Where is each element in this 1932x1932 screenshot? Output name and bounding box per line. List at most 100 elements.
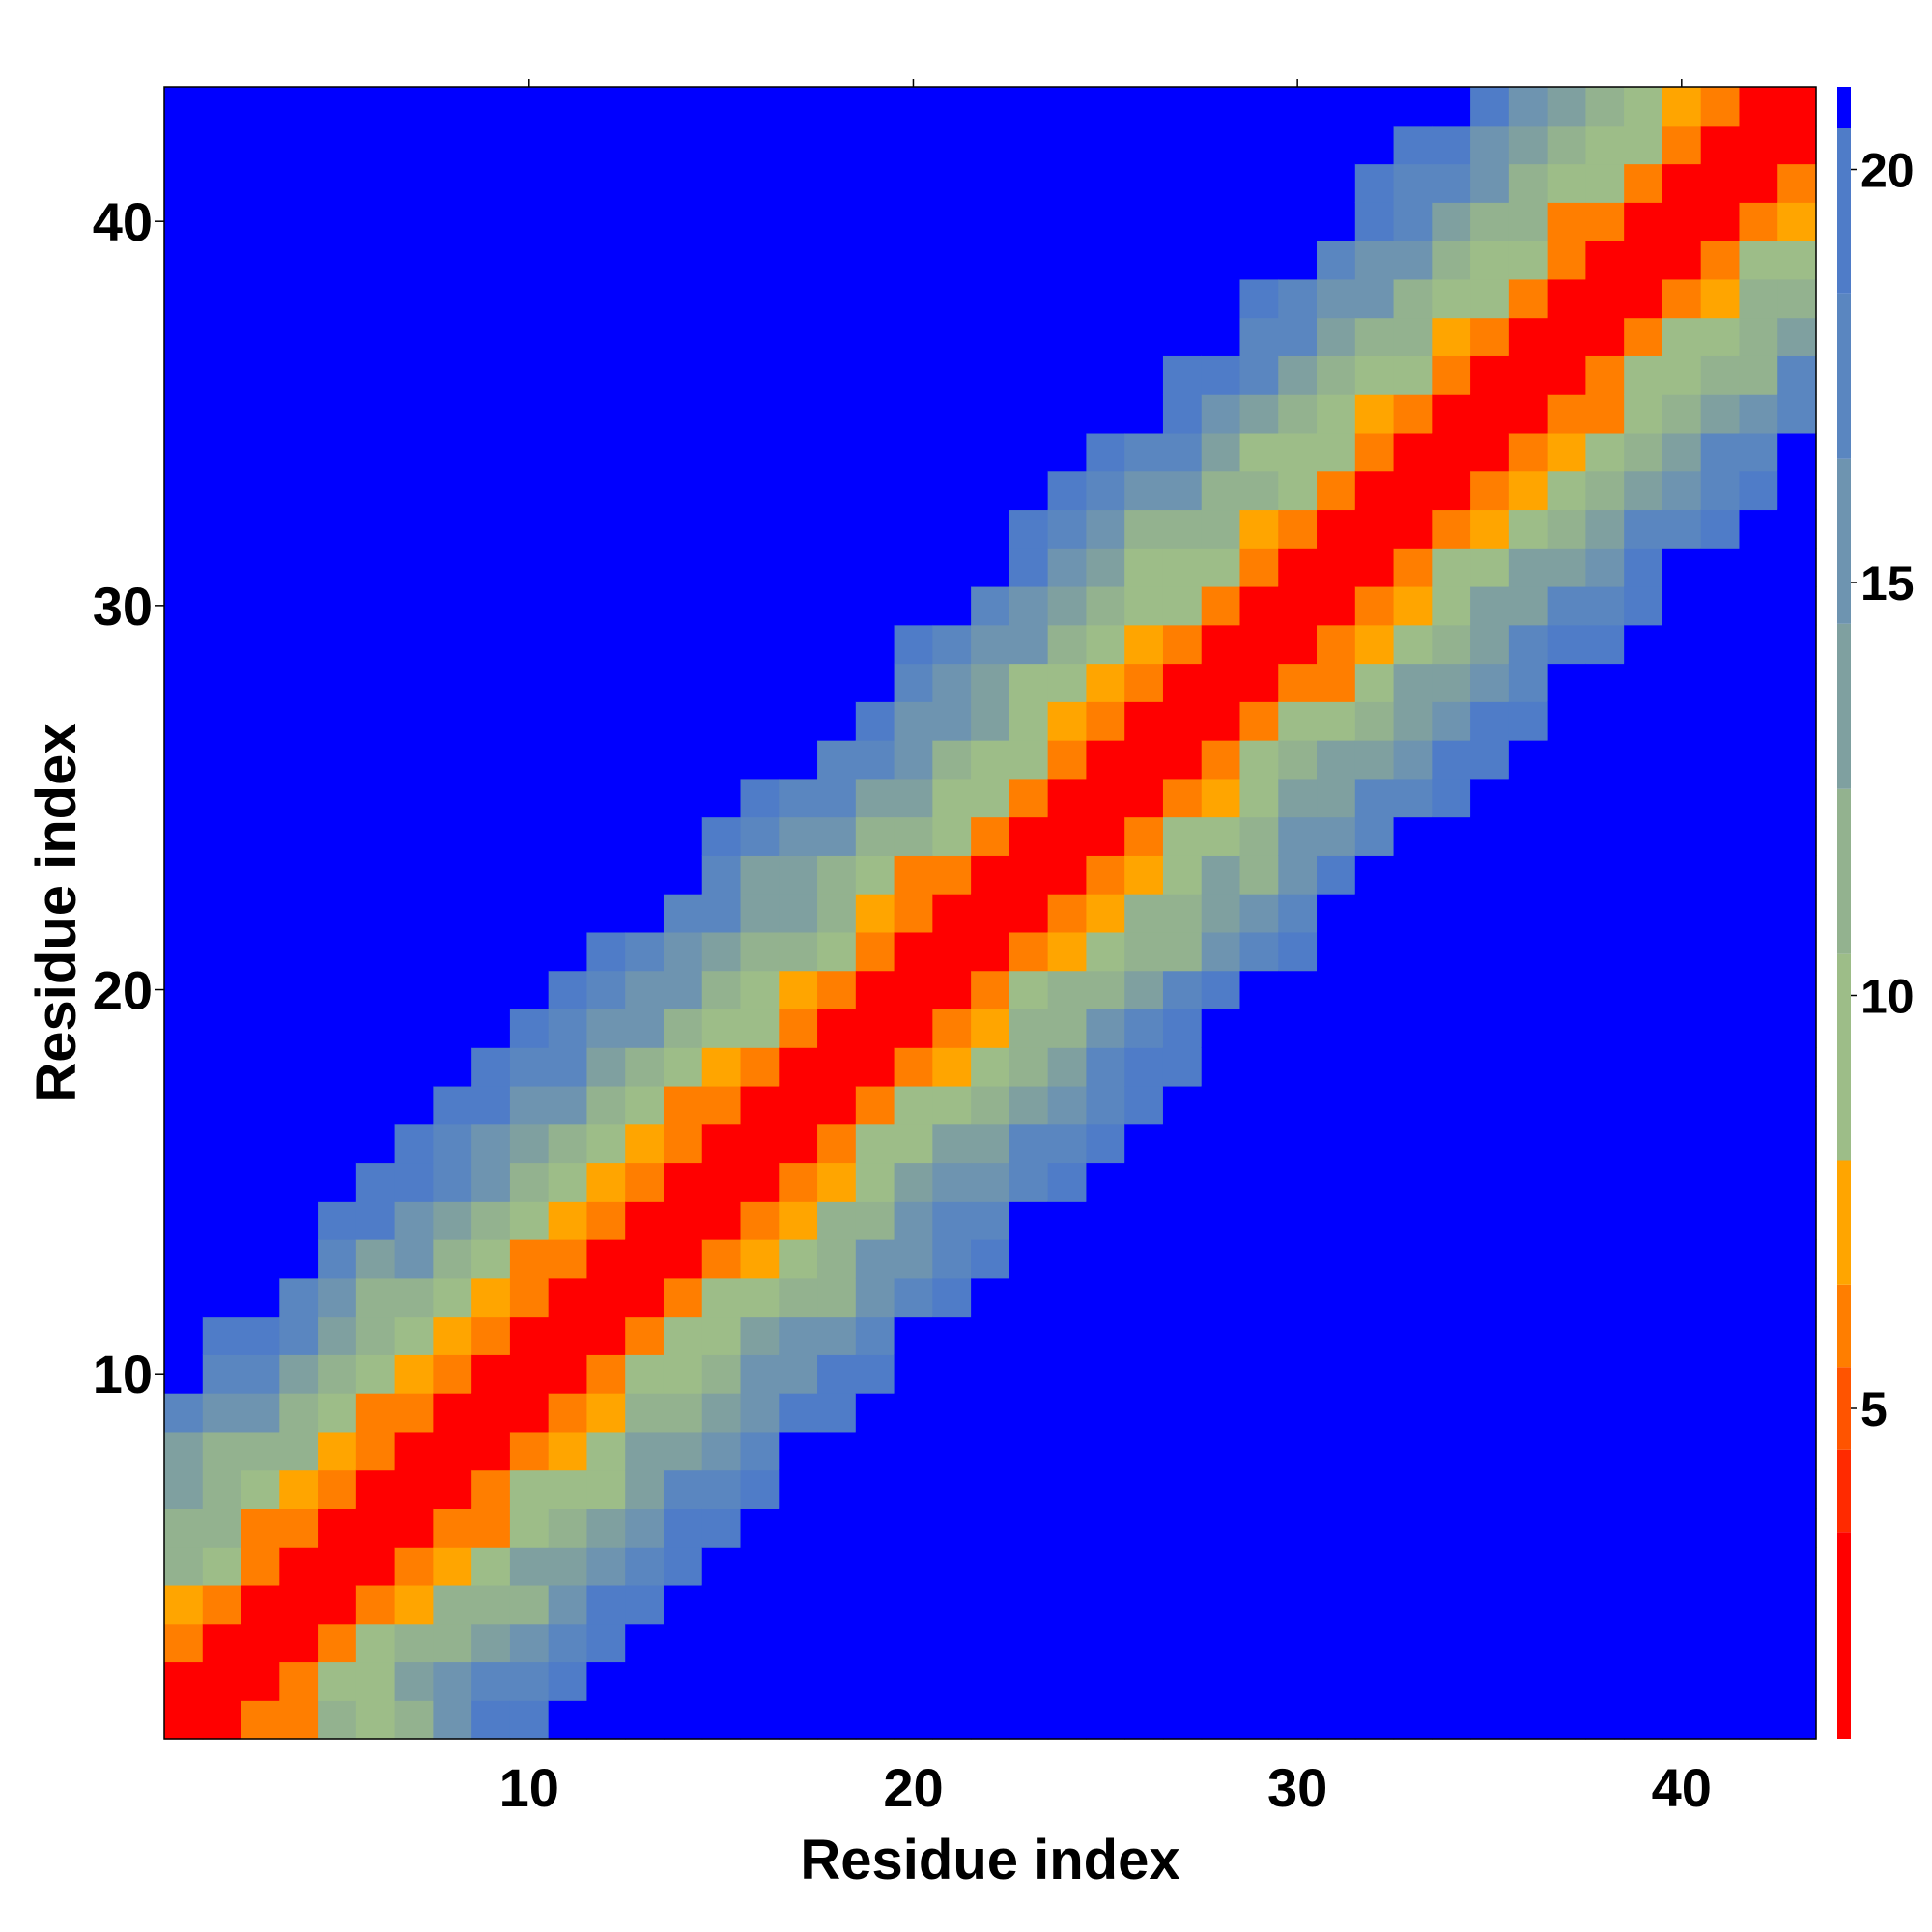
- heatmap-cell: [1201, 701, 1241, 741]
- heatmap-cell: [1162, 1009, 1203, 1048]
- heatmap-cell: [394, 1547, 434, 1586]
- heatmap-cell: [779, 1508, 818, 1548]
- heatmap-cell: [1239, 1354, 1279, 1394]
- heatmap-cell: [932, 125, 972, 165]
- heatmap-cell: [932, 1162, 972, 1202]
- heatmap-cell: [1777, 1584, 1817, 1625]
- heatmap-cell: [509, 1047, 550, 1087]
- heatmap-cell: [1278, 163, 1318, 203]
- heatmap-cell: [1700, 317, 1741, 356]
- heatmap-cell: [1470, 1201, 1510, 1240]
- heatmap-cell: [1278, 509, 1318, 549]
- heatmap-cell: [1354, 509, 1395, 549]
- heatmap-cell: [663, 202, 703, 242]
- heatmap-cell: [509, 1085, 550, 1125]
- heatmap-cell: [1354, 663, 1395, 702]
- heatmap-cell: [1662, 816, 1702, 856]
- heatmap-cell: [932, 202, 972, 242]
- heatmap-cell: [1162, 1162, 1203, 1202]
- heatmap-cell: [355, 394, 396, 434]
- heatmap-cell: [548, 202, 588, 242]
- heatmap-cell: [894, 1508, 933, 1548]
- heatmap-cell: [663, 548, 703, 587]
- heatmap-cell: [509, 1354, 550, 1394]
- heatmap-cell: [1432, 1123, 1471, 1164]
- heatmap-cell: [701, 970, 742, 1010]
- heatmap-cell: [1239, 202, 1279, 242]
- heatmap-cell: [625, 509, 665, 549]
- heatmap-cell: [1009, 432, 1049, 472]
- heatmap-cell: [1470, 624, 1510, 665]
- heatmap-cell: [1009, 202, 1049, 242]
- heatmap-cell: [1508, 87, 1548, 127]
- heatmap-cell: [663, 241, 703, 280]
- heatmap-cell: [241, 432, 280, 472]
- heatmap-cell: [625, 432, 665, 472]
- heatmap-cell: [894, 394, 933, 434]
- heatmap-cell: [548, 1431, 588, 1471]
- heatmap-cell: [471, 278, 511, 319]
- heatmap-cell: [1432, 778, 1471, 818]
- heatmap-cell: [1124, 1277, 1164, 1318]
- heatmap-cell: [394, 1047, 434, 1087]
- heatmap-cell: [355, 931, 396, 972]
- heatmap-cell: [1201, 509, 1241, 549]
- heatmap-cell: [318, 1662, 357, 1701]
- heatmap-cell: [1162, 663, 1203, 702]
- heatmap-cell: [740, 432, 780, 472]
- heatmap-cell: [1777, 432, 1817, 472]
- heatmap-cell: [1047, 394, 1088, 434]
- heatmap-cell: [548, 1201, 588, 1240]
- heatmap-cell: [394, 1316, 434, 1355]
- heatmap-cell: [1086, 1584, 1125, 1625]
- heatmap-cell: [1047, 1469, 1088, 1509]
- heatmap-cell: [1470, 202, 1510, 242]
- heatmap-cell: [817, 317, 857, 356]
- heatmap-cell: [855, 701, 895, 741]
- heatmap-cell: [1047, 1508, 1088, 1548]
- heatmap-cell: [779, 241, 818, 280]
- heatmap-cell: [1317, 894, 1356, 933]
- heatmap-cell: [279, 278, 319, 319]
- heatmap-cell: [932, 894, 972, 933]
- heatmap-cell: [318, 970, 357, 1010]
- heatmap-cell: [1470, 1009, 1510, 1048]
- heatmap-cell: [894, 1547, 933, 1586]
- heatmap-cell: [740, 624, 780, 665]
- heatmap-cell: [1086, 1085, 1125, 1125]
- heatmap-cell: [740, 663, 780, 702]
- heatmap-cell: [318, 278, 357, 319]
- heatmap-cell: [663, 1047, 703, 1087]
- heatmap-cell: [202, 1431, 242, 1471]
- heatmap-cell: [1739, 894, 1778, 933]
- heatmap-cell: [202, 624, 242, 665]
- heatmap-cell: [355, 1393, 396, 1433]
- heatmap-cell: [1547, 816, 1586, 856]
- heatmap-cell: [471, 894, 511, 933]
- heatmap-cell: [548, 1623, 588, 1663]
- heatmap-cell: [1086, 740, 1125, 780]
- heatmap-cell: [355, 317, 396, 356]
- heatmap-cell: [1432, 125, 1471, 165]
- heatmap-cell: [548, 509, 588, 549]
- heatmap-cell: [1432, 1316, 1471, 1355]
- heatmap-cell: [202, 740, 242, 780]
- heatmap-cell: [779, 509, 818, 549]
- heatmap-cell: [817, 1162, 857, 1202]
- heatmap-cell: [740, 740, 780, 780]
- heatmap-cell: [1317, 87, 1356, 127]
- heatmap-cell: [1470, 1162, 1510, 1202]
- heatmap-cell: [1585, 1162, 1625, 1202]
- heatmap-cell: [433, 624, 472, 665]
- heatmap-cell: [1162, 740, 1203, 780]
- heatmap-cell: [971, 778, 1010, 818]
- heatmap-cell: [1585, 1009, 1625, 1048]
- heatmap-cell: [855, 1162, 895, 1202]
- heatmap-cell: [548, 663, 588, 702]
- heatmap-cell: [1239, 701, 1279, 741]
- colorbar-segment: [1837, 953, 1851, 1161]
- heatmap-cell: [433, 855, 472, 895]
- heatmap-cell: [1124, 894, 1164, 933]
- heatmap-cell: [433, 701, 472, 741]
